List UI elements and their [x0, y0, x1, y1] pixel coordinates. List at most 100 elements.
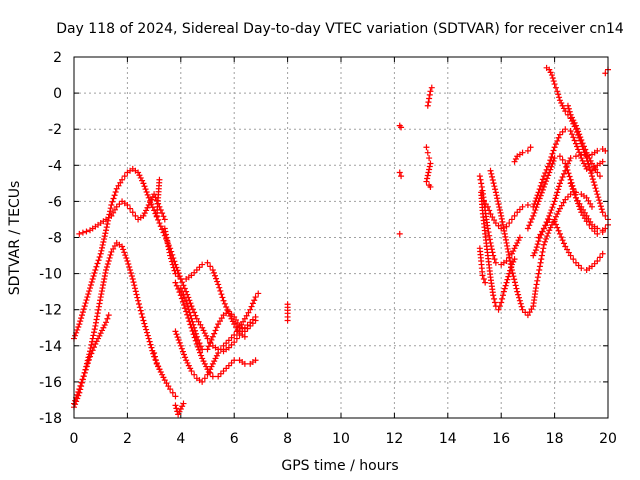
- data-point: [491, 295, 498, 302]
- data-point: [112, 189, 119, 196]
- data-point: [121, 249, 128, 256]
- data-point: [486, 232, 493, 239]
- data-point: [209, 373, 216, 380]
- data-point: [496, 206, 503, 213]
- data-point: [169, 389, 176, 396]
- data-point: [528, 215, 535, 222]
- data-point: [92, 340, 99, 347]
- data-point: [175, 285, 182, 292]
- data-point: [570, 134, 577, 141]
- data-point: [134, 294, 141, 301]
- data-point: [239, 325, 246, 332]
- data-point: [549, 160, 556, 167]
- data-point: [538, 189, 545, 196]
- x-tick-label: 8: [283, 431, 292, 447]
- data-point: [556, 131, 563, 138]
- data-point: [244, 325, 251, 332]
- data-point: [541, 238, 548, 245]
- data-point: [602, 70, 609, 77]
- data-point: [150, 350, 157, 357]
- data-point: [210, 269, 217, 276]
- data-point: [544, 175, 551, 182]
- data-point: [477, 176, 484, 183]
- data-point: [426, 155, 433, 162]
- data-point: [135, 169, 142, 176]
- data-point: [74, 395, 81, 402]
- data-point: [87, 345, 94, 352]
- data-point: [486, 236, 493, 243]
- data-point: [568, 131, 575, 138]
- data-point: [559, 128, 566, 135]
- data-point: [537, 192, 544, 199]
- data-point: [516, 297, 523, 304]
- x-tick-label: 12: [385, 431, 403, 447]
- data-point: [550, 157, 557, 164]
- data-point: [574, 143, 581, 150]
- data-point: [602, 225, 609, 232]
- data-point: [586, 221, 593, 228]
- data-point: [479, 272, 486, 279]
- x-tick-label: 16: [492, 431, 510, 447]
- data-point: [231, 313, 238, 320]
- data-point: [119, 176, 126, 183]
- data-point: [124, 202, 131, 209]
- data-point: [99, 241, 106, 248]
- data-point: [555, 227, 562, 234]
- data-point: [602, 147, 609, 154]
- data-point: [584, 152, 591, 159]
- data-point: [554, 224, 561, 231]
- data-point: [556, 205, 563, 212]
- data-point: [76, 321, 83, 328]
- data-point: [526, 222, 533, 229]
- data-point: [594, 230, 601, 237]
- data-point: [200, 358, 207, 365]
- data-point: [128, 273, 135, 280]
- data-point: [236, 322, 243, 329]
- data-point: [248, 303, 255, 310]
- data-point: [101, 233, 108, 240]
- data-point: [247, 306, 254, 313]
- data-point: [132, 285, 139, 292]
- data-point: [514, 288, 521, 295]
- data-point: [91, 326, 98, 333]
- y-tick-label: 2: [53, 50, 62, 66]
- data-point: [502, 282, 509, 289]
- data-point: [588, 173, 595, 180]
- data-point: [151, 191, 158, 198]
- data-point: [532, 247, 539, 254]
- data-point: [530, 252, 537, 259]
- data-point: [205, 343, 212, 350]
- data-point: [559, 174, 566, 181]
- data-point: [76, 389, 83, 396]
- data-point: [176, 408, 183, 415]
- data-point: [540, 241, 547, 248]
- data-point: [97, 250, 104, 257]
- data-point: [173, 405, 180, 412]
- data-point: [564, 166, 571, 173]
- data-point: [543, 235, 550, 242]
- data-point: [144, 204, 151, 211]
- data-point: [511, 279, 518, 286]
- data-point: [514, 209, 521, 216]
- data-point: [196, 340, 203, 347]
- data-point: [175, 411, 182, 418]
- data-point: [538, 252, 545, 259]
- data-point: [192, 330, 199, 337]
- data-point: [567, 155, 574, 162]
- data-point: [192, 327, 199, 334]
- data-point: [92, 266, 99, 273]
- data-point: [503, 223, 510, 230]
- data-point: [596, 197, 603, 204]
- data-point: [546, 227, 553, 234]
- x-tick-label: 0: [70, 431, 79, 447]
- data-point: [87, 285, 94, 292]
- data-point: [526, 309, 533, 316]
- data-point: [560, 199, 567, 206]
- data-point: [199, 355, 206, 362]
- data-point: [143, 207, 150, 214]
- data-point: [141, 320, 148, 327]
- x-tick-label: 18: [546, 431, 564, 447]
- data-point: [177, 342, 184, 349]
- data-point: [100, 324, 107, 331]
- data-point: [188, 272, 195, 279]
